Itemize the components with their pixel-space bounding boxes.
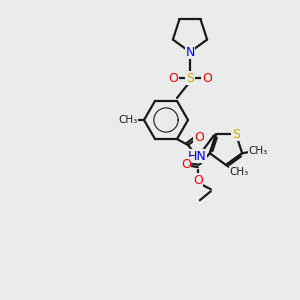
Text: S: S <box>232 128 240 141</box>
Text: HN: HN <box>188 150 206 163</box>
Text: O: O <box>168 71 178 85</box>
Text: CH₃: CH₃ <box>248 146 268 156</box>
Text: O: O <box>193 174 203 187</box>
Text: S: S <box>186 71 194 85</box>
Text: O: O <box>181 158 191 171</box>
Text: N: N <box>185 46 195 59</box>
Text: O: O <box>194 130 204 144</box>
Text: CH₃: CH₃ <box>230 167 249 177</box>
Text: O: O <box>202 71 212 85</box>
Text: CH₃: CH₃ <box>118 115 138 125</box>
